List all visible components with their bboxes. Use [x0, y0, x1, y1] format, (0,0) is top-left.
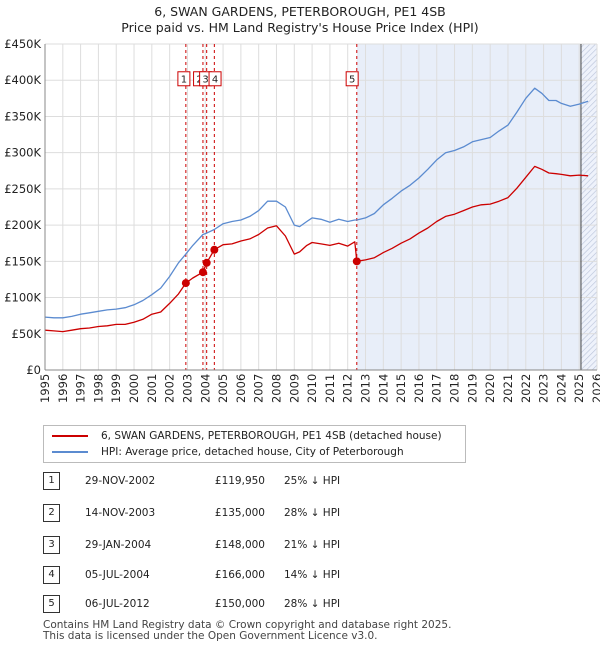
x-tick-label: 2005: [216, 374, 230, 403]
price-chart: 12345 £0£50K£100K£150K£200K£250K£300K£35…: [4, 37, 600, 403]
attribution-footer: Contains HM Land Registry data © Crown c…: [43, 620, 451, 642]
sale-point-5: [352, 257, 361, 266]
y-tick-label: £250K: [4, 182, 41, 196]
x-tick-label: 2020: [483, 374, 497, 403]
table-row: 1 29-NOV-2002 £119,950 25% ↓ HPI: [0, 471, 600, 491]
x-tick-label: 1996: [56, 374, 70, 403]
x-tick-label: 2001: [145, 374, 159, 403]
sale-number-badge: 2: [43, 504, 60, 522]
sale-label-box-1: [177, 71, 191, 87]
x-tick-label: 2004: [198, 374, 212, 403]
x-tick-label: 2011: [323, 374, 337, 403]
x-tick-label: 1998: [91, 374, 105, 403]
y-tick-label: £150K: [4, 254, 41, 268]
x-tick-label: 2017: [430, 374, 444, 403]
sale-point-4: [210, 245, 219, 254]
table-row: 2 14-NOV-2003 £135,000 28% ↓ HPI: [0, 503, 600, 523]
sale-hpi-diff: 14% ↓ HPI: [284, 569, 341, 581]
legend-swatch-property: [52, 435, 88, 437]
sale-point-1: [181, 279, 190, 288]
legend-item-property: 6, SWAN GARDENS, PETERBOROUGH, PE1 4SB (…: [52, 428, 442, 444]
sale-point-3: [202, 258, 211, 267]
sale-date: 14-NOV-2003: [85, 507, 156, 519]
table-row: 5 06-JUL-2012 £150,000 28% ↓ HPI: [0, 594, 600, 614]
sale-price: £119,950: [214, 475, 265, 487]
legend-item-hpi: HPI: Average price, detached house, City…: [52, 444, 404, 460]
x-tick-label: 2006: [234, 374, 248, 403]
y-tick-label: £100K: [4, 291, 41, 305]
x-tick-label: 1997: [74, 374, 88, 403]
table-row: 4 05-JUL-2004 £166,000 14% ↓ HPI: [0, 565, 600, 585]
sale-label-3: 3: [202, 74, 208, 85]
x-tick-label: 2007: [252, 374, 266, 403]
sale-date: 05-JUL-2004: [85, 569, 150, 581]
chart-title: 6, SWAN GARDENS, PETERBOROUGH, PE1 4SB P…: [0, 4, 600, 36]
sale-date: 29-NOV-2002: [85, 475, 156, 487]
hpi-line: [44, 87, 589, 319]
x-tick-label: 2019: [465, 374, 479, 403]
sale-hpi-diff: 21% ↓ HPI: [284, 539, 341, 551]
x-tick-label: 2026: [590, 374, 600, 403]
x-tick-label: 2008: [269, 374, 283, 403]
x-tick-label: 2023: [537, 374, 551, 403]
sale-point-2: [198, 268, 207, 277]
legend-swatch-hpi: [52, 451, 88, 453]
x-tick-label: 2014: [376, 374, 390, 403]
sale-hpi-diff: 28% ↓ HPI: [284, 507, 341, 519]
y-tick-label: £0: [26, 363, 41, 377]
y-tick-label: £300K: [4, 146, 41, 160]
x-tick-label: 2003: [180, 374, 194, 403]
legend-label-hpi: HPI: Average price, detached house, City…: [101, 446, 404, 458]
x-tick-label: 2018: [448, 374, 462, 403]
footer-line-2: This data is licensed under the Open Gov…: [43, 630, 378, 642]
x-tick-label: 2009: [287, 374, 301, 403]
x-tick-label: 2022: [519, 374, 533, 403]
title-line-1: 6, SWAN GARDENS, PETERBOROUGH, PE1 4SB: [154, 4, 446, 19]
x-tick-label: 1999: [109, 374, 123, 403]
y-tick-label: £450K: [4, 37, 41, 51]
post-sale-shaded-region: [356, 44, 597, 370]
forecast-hatched-region: [580, 44, 597, 370]
table-row: 3 29-JAN-2004 £148,000 21% ↓ HPI: [0, 535, 600, 555]
sale-price: £148,000: [214, 539, 265, 551]
sale-date: 06-JUL-2012: [85, 598, 150, 610]
sale-label-box-4: [208, 71, 222, 87]
x-tick-label: 2024: [554, 374, 568, 403]
sale-label-box-5: [345, 71, 359, 87]
sale-hpi-diff: 25% ↓ HPI: [284, 475, 341, 487]
y-tick-label: £200K: [4, 218, 41, 232]
y-tick-label: £350K: [4, 109, 41, 123]
sale-price: £150,000: [214, 598, 265, 610]
sale-date: 29-JAN-2004: [85, 539, 152, 551]
x-tick-label: 1995: [38, 374, 52, 403]
x-tick-label: 2010: [305, 374, 319, 403]
x-tick-label: 2021: [501, 374, 515, 403]
sale-number-badge: 3: [43, 536, 60, 554]
sale-price: £135,000: [214, 507, 265, 519]
x-tick-label: 2015: [394, 374, 408, 403]
sale-hpi-diff: 28% ↓ HPI: [284, 598, 341, 610]
y-tick-label: £400K: [4, 73, 41, 87]
x-tick-label: 2002: [163, 374, 177, 403]
title-line-2: Price paid vs. HM Land Registry's House …: [121, 20, 479, 35]
chart-legend: 6, SWAN GARDENS, PETERBOROUGH, PE1 4SB (…: [43, 425, 466, 463]
sale-label-4: 4: [212, 74, 218, 85]
sale-number-badge: 1: [43, 472, 60, 490]
x-tick-label: 2016: [412, 374, 426, 403]
property-price-line: [44, 165, 589, 333]
x-tick-label: 2012: [341, 374, 355, 403]
x-tick-label: 2025: [572, 374, 586, 403]
footer-line-1: Contains HM Land Registry data © Crown c…: [43, 619, 452, 631]
sale-label-5: 5: [349, 74, 355, 85]
sale-price: £166,000: [214, 569, 265, 581]
legend-label-property: 6, SWAN GARDENS, PETERBOROUGH, PE1 4SB (…: [101, 430, 442, 442]
y-tick-label: £50K: [12, 327, 42, 341]
x-tick-label: 2000: [127, 374, 141, 403]
sale-number-badge: 4: [43, 566, 60, 584]
sale-number-badge: 5: [43, 595, 60, 613]
sale-label-1: 1: [181, 74, 187, 85]
x-tick-label: 2013: [359, 374, 373, 403]
